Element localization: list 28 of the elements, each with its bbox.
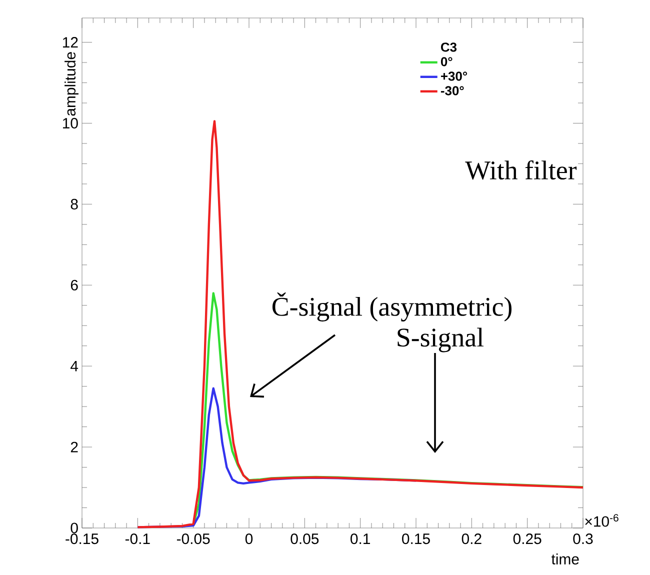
- y-tick-label: 8: [70, 198, 78, 210]
- legend-label: -30°: [440, 86, 464, 96]
- y-tick-label: 10: [63, 118, 78, 129]
- x-tick-label: 0.1: [350, 534, 370, 544]
- line-series: [136, 120, 584, 528]
- y-tick-label: 2: [70, 442, 78, 452]
- annotation: With filter: [465, 160, 577, 180]
- y-tick-label: 6: [70, 280, 78, 290]
- x-tick-label: 0.05: [290, 534, 319, 544]
- x-tick-label: -0.05: [176, 534, 210, 544]
- annotation: S-signal: [398, 328, 484, 352]
- x-tick-label: 0.15: [402, 534, 430, 544]
- y-axis-title: amplitude: [64, 52, 78, 116]
- legend-title: C3: [440, 42, 457, 52]
- annotation: Č-signal (asymmetric): [272, 292, 512, 322]
- x-axis-title: time: [551, 554, 579, 564]
- x-tick-label: -0.1: [125, 534, 150, 544]
- y-tick-label: 4: [70, 360, 78, 372]
- legend-label: +30°: [441, 72, 468, 81]
- x-tick-label: 0: [245, 534, 253, 544]
- y-tick-label: 12: [63, 37, 78, 48]
- text: ×10$^{-6}$: [585, 514, 618, 527]
- x-tick-label: 0.2: [462, 534, 482, 544]
- x-tick-label: 0.25: [513, 534, 542, 544]
- y-tick-label: 0: [70, 522, 78, 534]
- legend-label: 0°: [440, 57, 452, 66]
- x-tick-label: -0.15: [66, 534, 98, 544]
- x-tick-label: 0.3: [573, 534, 593, 544]
